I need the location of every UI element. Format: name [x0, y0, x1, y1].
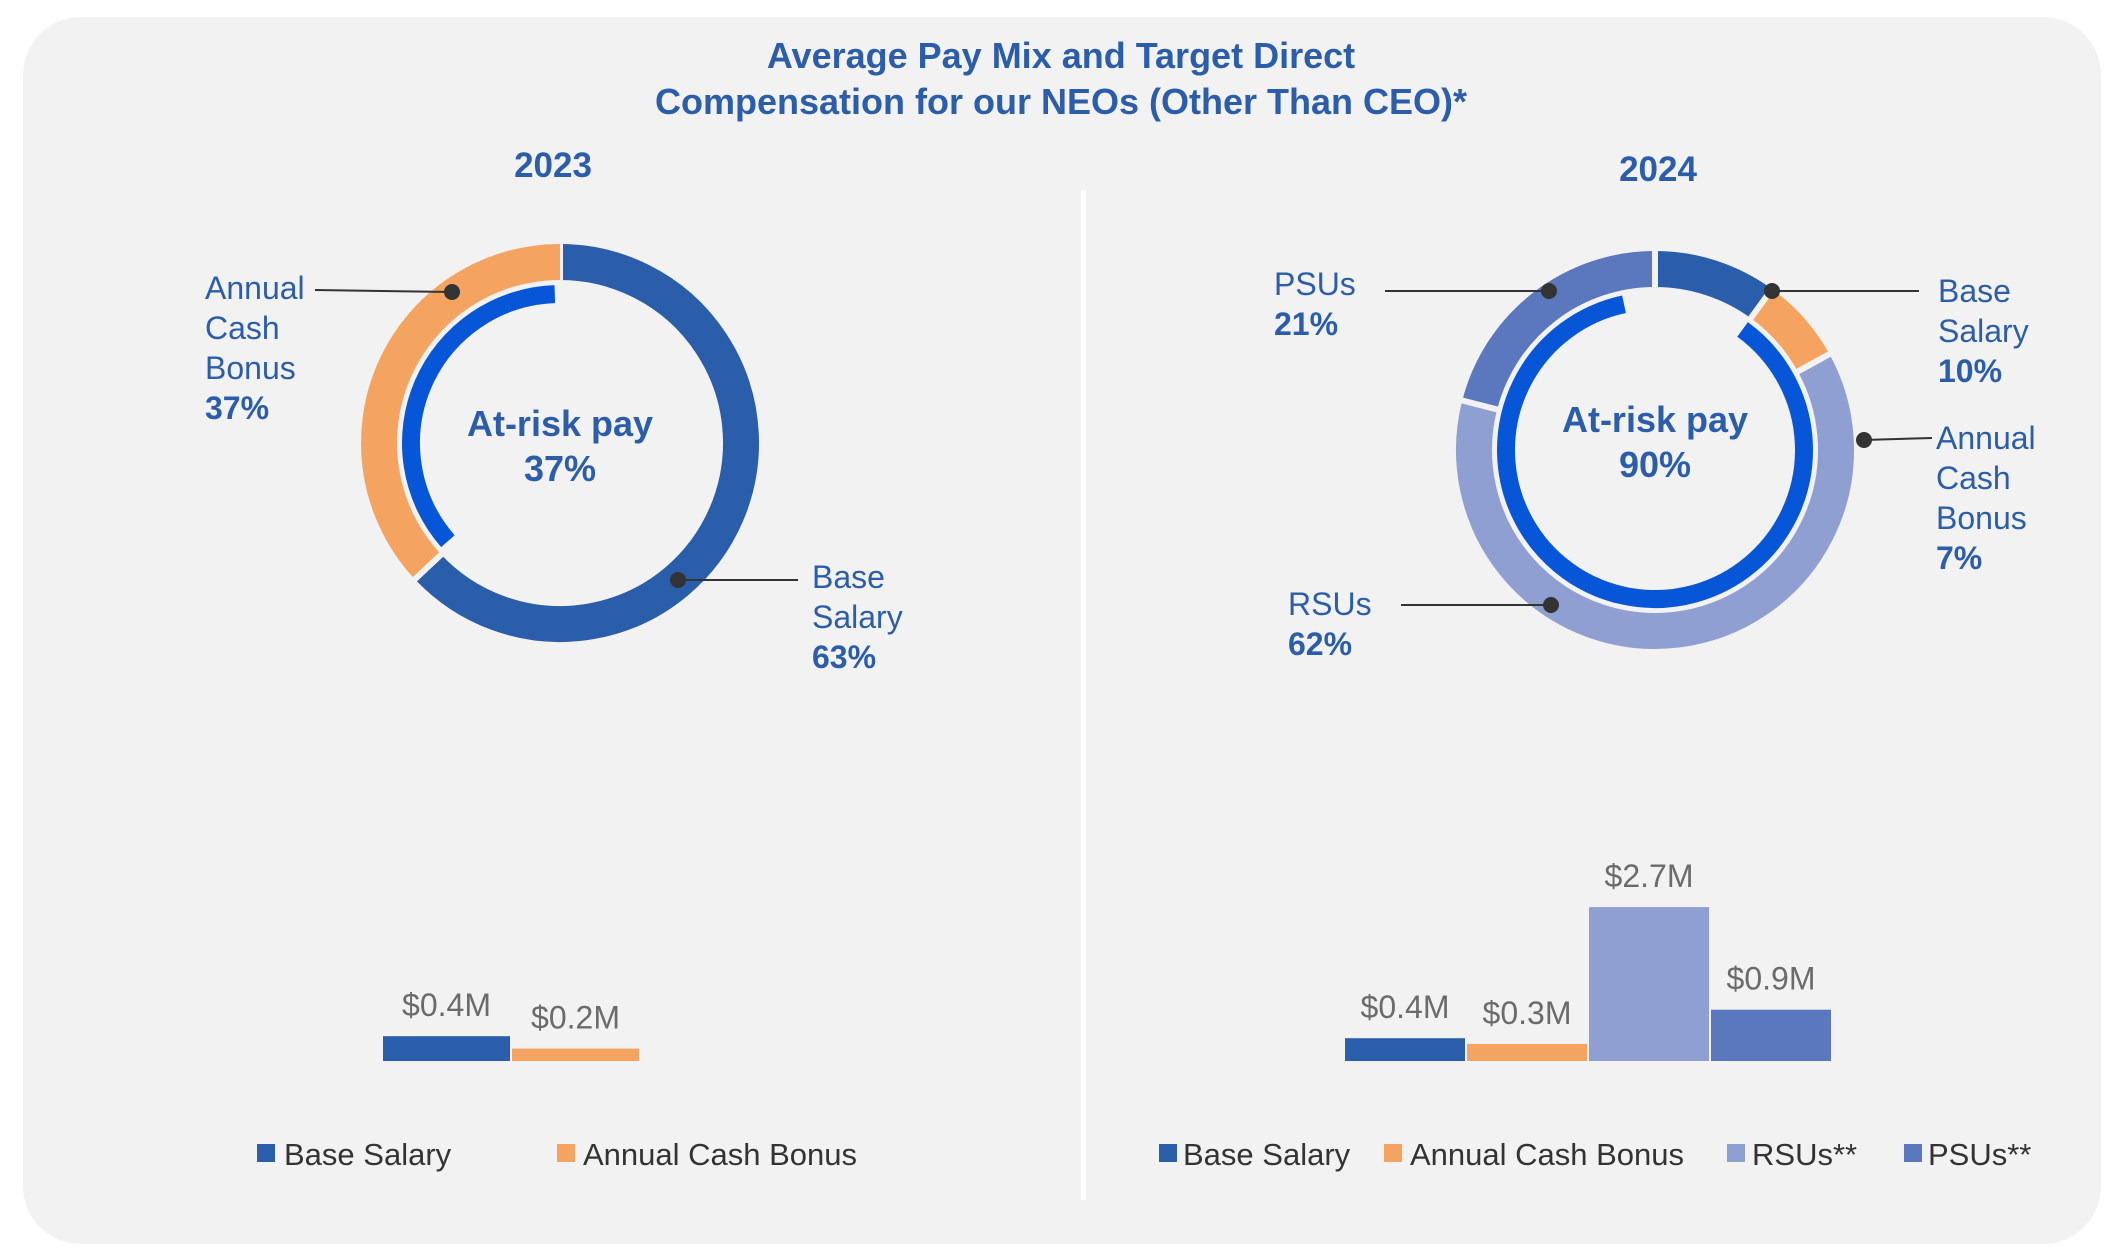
- callout-dot-base-2024: [1764, 283, 1780, 299]
- donut-2024-slice-annual-cash-bonus: [1750, 289, 1830, 372]
- label-psus-2024: PSUs: [1274, 266, 1356, 302]
- at-risk-label-2024: At-risk pay: [1562, 399, 1748, 440]
- bar-data-label: $0.3M: [1483, 995, 1572, 1031]
- legend-swatch-psus-2024: [1904, 1144, 1922, 1162]
- donut-2023-slice-annual-cash-bonus: [361, 244, 561, 580]
- label-bonus-2024-line2: Cash: [1936, 460, 2011, 496]
- legend-swatch-bonus-2024: [1384, 1144, 1402, 1162]
- legend-label-rsus-2024: RSUs**: [1752, 1137, 1857, 1172]
- bar-2023-base-salary: [383, 1036, 510, 1061]
- callout-dot-base-2023: [670, 572, 686, 588]
- label-psus-2024-pct: 21%: [1274, 306, 1338, 342]
- bar-chart-2023: $0.4M $0.2M: [383, 987, 639, 1061]
- bar-data-label: $0.2M: [531, 1000, 620, 1036]
- donut-2023: [361, 242, 759, 642]
- label-base-2024-pct: 10%: [1938, 353, 2002, 389]
- label-bonus-2024-pct: 7%: [1936, 540, 1982, 576]
- callout-dot-bonus-2024: [1856, 432, 1872, 448]
- label-bonus-2023-line2: Cash: [205, 310, 280, 346]
- bar-2024-rsus: [1589, 907, 1709, 1061]
- legend-label-base-salary-2024: Base Salary: [1183, 1137, 1351, 1172]
- legend-swatch-base-salary-2023: [257, 1144, 275, 1162]
- bar-data-label: $0.4M: [402, 987, 491, 1023]
- year-heading-2024: 2024: [1619, 150, 1697, 189]
- donut-2024-slice-base-salary: [1654, 251, 1772, 319]
- label-bonus-2024-line3: Bonus: [1936, 500, 2027, 536]
- callout-dot-bonus-2023: [444, 284, 460, 300]
- legend-label-bonus-2023: Annual Cash Bonus: [583, 1137, 857, 1172]
- chart-title-line1: Average Pay Mix and Target Direct: [767, 35, 1355, 76]
- panel-divider: [1081, 190, 1086, 1200]
- donut-2024-separator: [1794, 350, 1833, 376]
- donut-2024-separator: [1459, 397, 1500, 413]
- legend-swatch-rsus-2024: [1727, 1144, 1745, 1162]
- legend-2023: Base Salary Annual Cash Bonus: [257, 1137, 857, 1172]
- bar-data-label: $0.9M: [1727, 961, 1816, 997]
- label-bonus-2023-pct: 37%: [205, 390, 269, 426]
- at-risk-arc-2023: [402, 285, 556, 548]
- label-rsus-2024-pct: 62%: [1288, 626, 1352, 662]
- bar-2023-annual-cash-bonus: [512, 1048, 639, 1061]
- label-bonus-2023-line3: Bonus: [205, 350, 296, 386]
- label-base-2023-line2: Salary: [812, 599, 903, 635]
- donut-2024: [1456, 249, 1854, 649]
- at-risk-label-2023: At-risk pay: [467, 403, 653, 444]
- donut-2023-slice-base-salary: [414, 244, 759, 642]
- label-base-2023-pct: 63%: [812, 639, 876, 675]
- at-risk-ring-2024: [1497, 295, 1813, 608]
- legend-swatch-bonus-2023: [557, 1144, 575, 1162]
- label-base-2024-line1: Base: [1938, 273, 2011, 309]
- at-risk-ring-2023: [402, 285, 556, 548]
- bar-data-label: $2.7M: [1605, 858, 1694, 894]
- callout-dot-psus-2024: [1541, 283, 1557, 299]
- donut-2023-separator: [411, 551, 445, 583]
- at-risk-value-2024: 90%: [1619, 444, 1691, 485]
- at-risk-arc-2024: [1497, 295, 1813, 608]
- label-base-2024-line2: Salary: [1938, 313, 2029, 349]
- legend-label-bonus-2024: Annual Cash Bonus: [1410, 1137, 1684, 1172]
- callout-line-bonus-2024: [1863, 437, 1933, 441]
- legend-label-psus-2024: PSUs**: [1928, 1137, 2031, 1172]
- label-base-2023-line1: Base: [812, 559, 885, 595]
- legend-label-base-salary-2023: Base Salary: [284, 1137, 452, 1172]
- at-risk-value-2023: 37%: [524, 448, 596, 489]
- bar-2024-annual-cash-bonus: [1467, 1043, 1587, 1061]
- bar-2024-psus: [1711, 1009, 1831, 1061]
- chart-title-line2: Compensation for our NEOs (Other Than CE…: [655, 81, 1467, 122]
- legend-2024: Base Salary Annual Cash Bonus RSUs** PSU…: [1159, 1137, 2031, 1172]
- label-bonus-2023-line1: Annual: [205, 270, 305, 306]
- donut-2024-slice-psus: [1462, 251, 1656, 410]
- callout-line-bonus-2023: [314, 289, 453, 293]
- bar-data-label: $0.4M: [1361, 989, 1450, 1025]
- donut-2024-slice-rsus: [1456, 354, 1854, 649]
- legend-swatch-base-salary-2024: [1159, 1144, 1177, 1162]
- callout-dot-rsus-2024: [1543, 597, 1559, 613]
- bar-2024-base-salary: [1345, 1038, 1465, 1061]
- label-rsus-2024: RSUs: [1288, 586, 1372, 622]
- bar-chart-2024: $0.4M $0.3M $2.7M $0.9M: [1345, 858, 1831, 1061]
- label-bonus-2024-line1: Annual: [1936, 420, 2036, 456]
- year-heading-2023: 2023: [514, 146, 592, 185]
